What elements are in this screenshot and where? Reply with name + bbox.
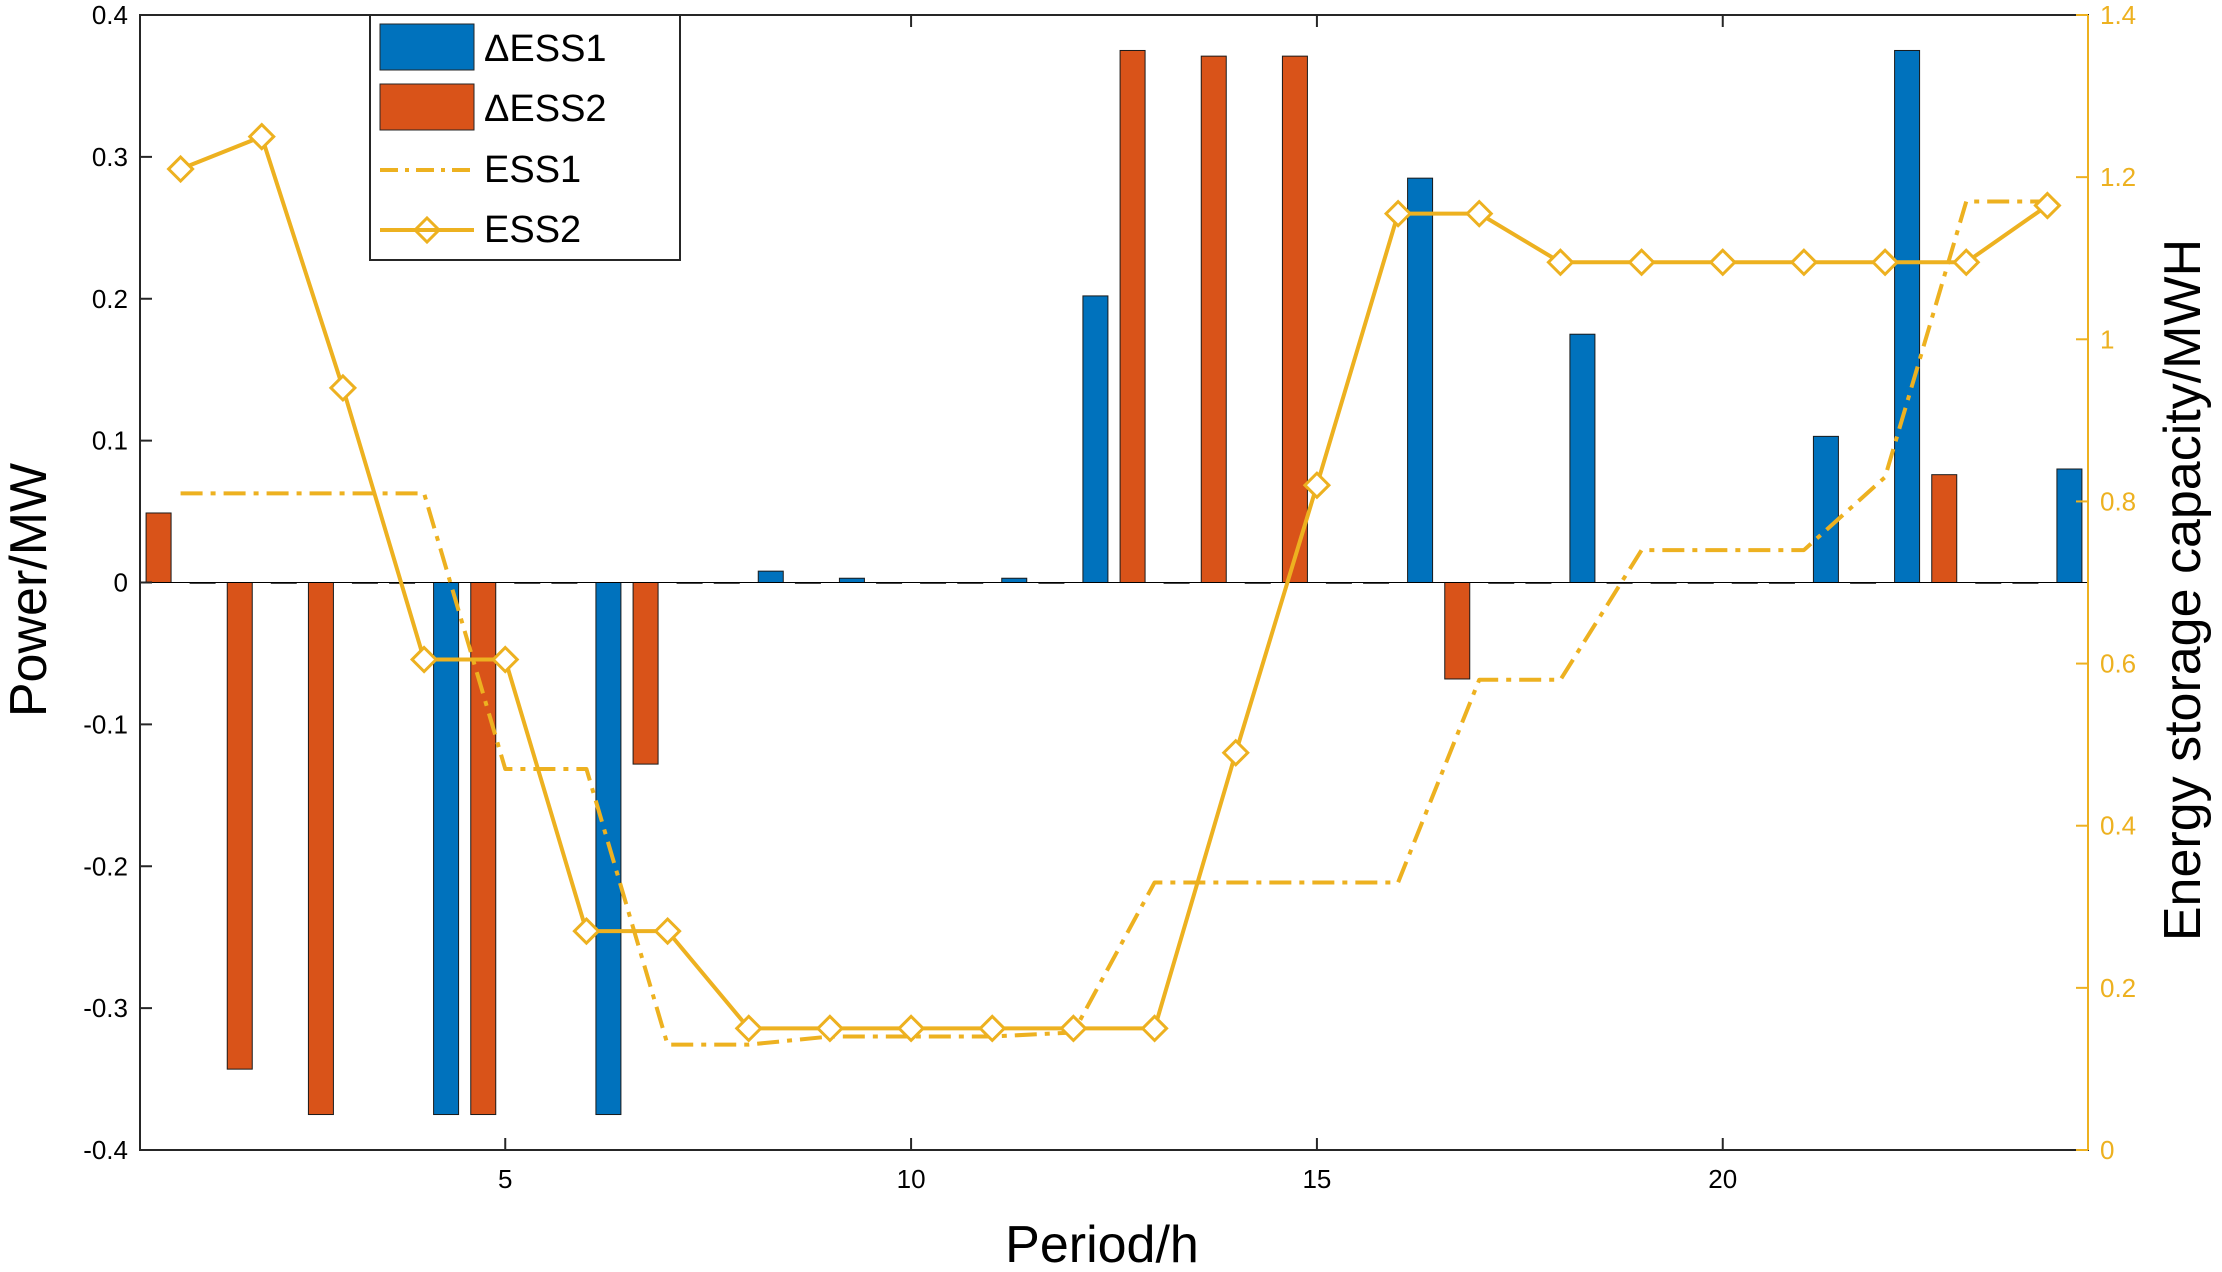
bar-dess2-14: [1200, 55, 1227, 584]
marker-ess2-19: [1627, 248, 1656, 277]
legend-label-dess2: ΔESS2: [484, 88, 607, 130]
marker-ess2-22: [1870, 248, 1900, 277]
bar-dess2-13: [1119, 49, 1146, 583]
right-tick-label: 1.4: [2100, 0, 2136, 30]
right-tick-label: 0.2: [2100, 973, 2136, 1003]
left-tick-label: -0.3: [83, 993, 128, 1023]
bar-dess1-9: [838, 577, 865, 584]
marker-ess2-13: [1140, 1014, 1169, 1043]
marker-ess2-21: [1789, 248, 1819, 277]
bar-dess2-5: [470, 582, 497, 1116]
bar-dess2-3: [307, 582, 334, 1116]
bar-dess1-8: [757, 570, 784, 584]
bar-dess2-23: [1931, 474, 1958, 583]
bar-dess1-4: [433, 582, 460, 1116]
left-tick-label: 0.3: [92, 142, 128, 172]
legend-swatch-dess2: [379, 83, 475, 131]
bar-dess2-17: [1444, 582, 1471, 680]
marker-ess2-11: [978, 1014, 1007, 1043]
legend-marker-ess2: [412, 215, 442, 245]
right-axis-ticks: 0 0.2 0.4 0.6 0.8 1 1.2 1.4: [2076, 0, 2136, 1165]
marker-ess2-9: [815, 1014, 845, 1043]
marker-ess2-1: [166, 154, 195, 184]
marker-ess2-18: [1546, 248, 1575, 277]
bar-dess1-16: [1407, 177, 1434, 583]
marker-ess2-7: [653, 916, 682, 946]
left-tick-label: 0.1: [92, 426, 128, 456]
lines-layer: [166, 122, 2062, 1047]
x-tick-label: 20: [1708, 1164, 1737, 1194]
right-tick-label: 0.8: [2100, 486, 2136, 516]
marker-ess2-17: [1465, 199, 1494, 228]
bar-dess2-7: [632, 582, 659, 765]
bar-dess2-2: [226, 582, 253, 1070]
marker-ess2-20: [1708, 248, 1737, 277]
x-axis-label: Period/h: [1005, 1216, 1199, 1272]
bar-dess1-12: [1082, 295, 1109, 583]
x-tick-label: 15: [1302, 1164, 1331, 1194]
marker-ess2-23: [1952, 248, 1981, 277]
bar-dess1-18: [1569, 333, 1596, 583]
legend-label-dess1: ΔESS1: [484, 28, 607, 70]
legend-label-ess2: ESS2: [484, 209, 581, 251]
marker-ess2-15: [1302, 471, 1332, 500]
left-tick-label: 0.4: [92, 0, 128, 30]
legend: ΔESS1 ΔESS2 ESS1 ESS2: [369, 14, 681, 261]
marker-ess2-8: [734, 1014, 763, 1043]
bar-dess1-21: [1812, 435, 1839, 583]
marker-ess2-5: [491, 645, 520, 674]
right-tick-label: 0.6: [2100, 649, 2136, 679]
legend-swatch-dess1: [379, 23, 475, 71]
marker-ess2-2: [247, 122, 276, 151]
x-tick-label: 10: [897, 1164, 926, 1194]
bar-dess1-11: [1001, 577, 1028, 584]
marker-ess2-16: [1383, 199, 1413, 228]
legend-label-ess1: ESS1: [484, 149, 581, 191]
marker-ess2-24: [2033, 191, 2062, 220]
bar-dess1-22: [1894, 49, 1921, 583]
y-axis-label-right: Energy storage capacity/MWH: [2154, 239, 2212, 941]
marker-ess2-3: [328, 373, 358, 403]
marker-ess2-12: [1059, 1014, 1088, 1043]
bar-dess2-1: [145, 512, 172, 584]
y-axis-label-left: Power/MW: [0, 463, 58, 717]
marker-ess2-6: [572, 916, 601, 946]
marker-ess2-10: [896, 1014, 926, 1043]
line-ess1: [180, 199, 2048, 1047]
right-tick-label: 0.4: [2100, 811, 2136, 841]
right-tick-label: 1.2: [2100, 162, 2136, 192]
bar-dess1-24: [2056, 468, 2083, 583]
bars-layer: [145, 49, 2083, 1116]
right-tick-label: 0: [2100, 1135, 2114, 1165]
marker-ess2-14: [1221, 738, 1250, 767]
left-axis-ticks: -0.4 -0.3 -0.2 -0.1 0 0.1 0.2 0.3 0.4: [83, 0, 152, 1165]
marker-ess2-4: [409, 645, 439, 674]
left-tick-label: -0.4: [83, 1135, 128, 1165]
left-tick-label: 0: [114, 568, 128, 598]
left-tick-label: -0.2: [83, 851, 128, 881]
left-tick-label: -0.1: [83, 709, 128, 739]
x-tick-label: 5: [498, 1164, 512, 1194]
right-tick-label: 1: [2100, 324, 2114, 354]
bar-dess2-15: [1281, 55, 1308, 584]
left-tick-label: 0.2: [92, 284, 128, 314]
